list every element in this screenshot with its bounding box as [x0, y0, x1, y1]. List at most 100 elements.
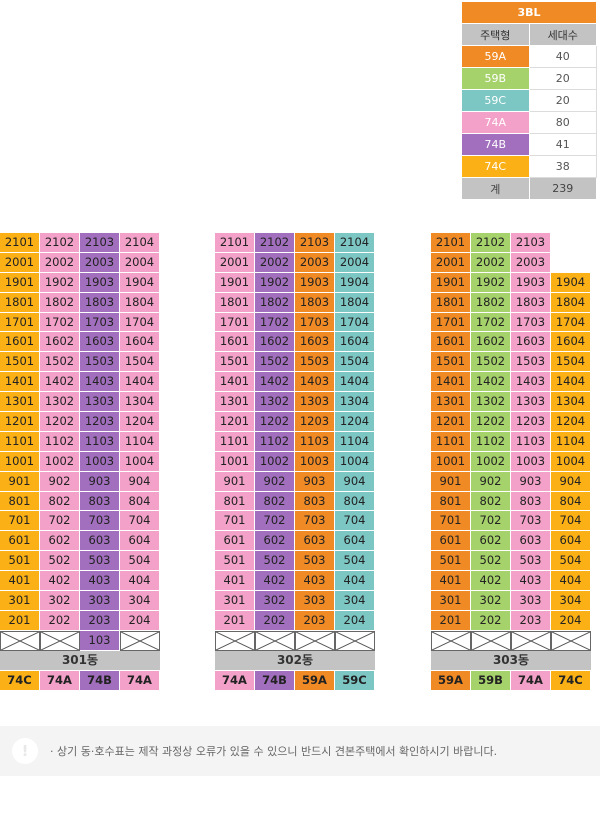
unit-cell: 1404: [551, 372, 591, 393]
unit-cell: 1302: [40, 392, 80, 413]
unit-cell: 1804: [120, 292, 160, 313]
unit-type-cell: 74C: [0, 670, 40, 691]
floor-row: 1001 1002 1003 1004: [0, 451, 160, 472]
unit-cell: 1002: [40, 451, 80, 472]
unit-cell: 2101: [215, 233, 255, 253]
unit-cell: 1104: [120, 431, 160, 452]
unit-cell: 903: [295, 471, 335, 492]
empty-cell: [551, 252, 591, 273]
unit-cell: 1704: [551, 312, 591, 333]
unit-cell: 704: [335, 511, 375, 532]
unit-cell: 1402: [40, 372, 80, 393]
unit-cell: 1702: [40, 312, 80, 333]
floor-row: 1401 1402 1403 1404: [215, 372, 375, 393]
unit-cell: 1403: [295, 372, 335, 393]
floor-row: 501 502 503 504: [215, 551, 375, 572]
unit-cell: 1801: [215, 292, 255, 313]
pilotis-cell: [431, 630, 471, 651]
unit-cell: 1603: [295, 332, 335, 353]
unit-cell: 403: [295, 571, 335, 592]
unit-cell: 1804: [551, 292, 591, 313]
unit-type-row: 74C 74A 74B 74A: [0, 670, 160, 691]
pilotis-cross-mark: [121, 631, 159, 650]
unit-cell: 302: [255, 591, 295, 611]
unit-cell: 801: [0, 491, 40, 512]
unit-cell: 201: [0, 610, 40, 631]
unit-cell: 1002: [471, 451, 511, 472]
unit-cell: 1701: [215, 312, 255, 333]
unit-cell: 1404: [120, 372, 160, 393]
floor-row: 801 802 803 804: [215, 491, 375, 512]
unit-cell: 204: [551, 610, 591, 631]
unit-type-cell: 59A: [431, 670, 471, 691]
unit-cell: 1701: [0, 312, 40, 333]
unit-cell: 1203: [295, 412, 335, 432]
floor-row: 501 502 503 504: [0, 551, 160, 572]
unit-cell: 703: [80, 511, 120, 532]
floor-row: 1301 1302 1303 1304: [0, 392, 160, 413]
pilotis-cross-mark: [256, 631, 294, 650]
legend-title: 3BL: [461, 1, 597, 24]
unit-cell: 801: [431, 491, 471, 512]
unit-cell: 702: [471, 511, 511, 532]
unit-cell: 401: [431, 571, 471, 592]
floor-row: 701 702 703 704: [431, 511, 591, 532]
unit-cell: 1701: [431, 312, 471, 333]
unit-cell: 604: [335, 531, 375, 552]
building-name-label: 303동: [431, 650, 591, 670]
pilotis-cross-mark: [216, 631, 254, 650]
floor-row: 501 502 503 504: [431, 551, 591, 572]
unit-cell: 1004: [551, 451, 591, 472]
unit-cell: 2103: [511, 233, 551, 253]
floor-row: 2001 2002 2003 2004: [0, 252, 160, 273]
unit-type-cell: 74C: [551, 670, 591, 691]
unit-cell: 704: [551, 511, 591, 532]
floor-row: 901 902 903 904: [215, 471, 375, 492]
unit-cell: 902: [40, 471, 80, 492]
unit-cell: 803: [511, 491, 551, 512]
unit-cell: 1502: [471, 352, 511, 373]
legend-type-cell: 59B: [461, 67, 530, 90]
empty-cell: [551, 233, 591, 253]
unit-cell: 803: [295, 491, 335, 512]
unit-cell: 701: [0, 511, 40, 532]
unit-cell: 1301: [431, 392, 471, 413]
unit-type-cell: 74B: [255, 670, 295, 691]
unit-cell: 601: [215, 531, 255, 552]
floor-row: 801 802 803 804: [0, 491, 160, 512]
unit-type-cell: 59B: [471, 670, 511, 691]
floor-row: 1101 1102 1103 1104: [0, 431, 160, 452]
unit-cell: 502: [40, 551, 80, 572]
pilotis-cell: [215, 630, 255, 651]
building-name-label: 302동: [215, 650, 375, 670]
legend-header-row: 주택형 세대수: [461, 23, 597, 46]
unit-cell: 1603: [80, 332, 120, 353]
floor-row: 1201 1202 1203 1204: [431, 412, 591, 432]
unit-cell: 1403: [80, 372, 120, 393]
floor-row: 401 402 403 404: [215, 571, 375, 592]
unit-cell: 303: [295, 591, 335, 611]
unit-cell: 1904: [335, 272, 375, 293]
unit-cell: 1903: [511, 272, 551, 293]
floor-row: 1101 1102 1103 1104: [215, 431, 375, 452]
unit-cell: 702: [255, 511, 295, 532]
unit-cell: 603: [511, 531, 551, 552]
unit-cell: 1303: [80, 392, 120, 413]
floor-row: 1801 1802 1803 1804: [215, 292, 375, 313]
unit-cell: 904: [335, 471, 375, 492]
floor-row: 1501 1502 1503 1504: [215, 352, 375, 373]
legend-count-cell: 20: [528, 89, 597, 112]
unit-cell: 402: [255, 571, 295, 592]
floor-row: 1201 1202 1203 1204: [0, 412, 160, 432]
unit-cell: 1304: [551, 392, 591, 413]
unit-cell: 1201: [215, 412, 255, 432]
floor-row: 301 302 303 304: [215, 591, 375, 611]
unit-cell: 1902: [471, 272, 511, 293]
legend-type-cell: 59C: [461, 89, 530, 112]
floor-row: 401 402 403 404: [431, 571, 591, 592]
floor-row: 103: [0, 630, 160, 651]
unit-cell: 602: [255, 531, 295, 552]
unit-cell: 404: [120, 571, 160, 592]
unit-cell: 703: [295, 511, 335, 532]
floor-row: 2001 2002 2003: [431, 252, 591, 273]
